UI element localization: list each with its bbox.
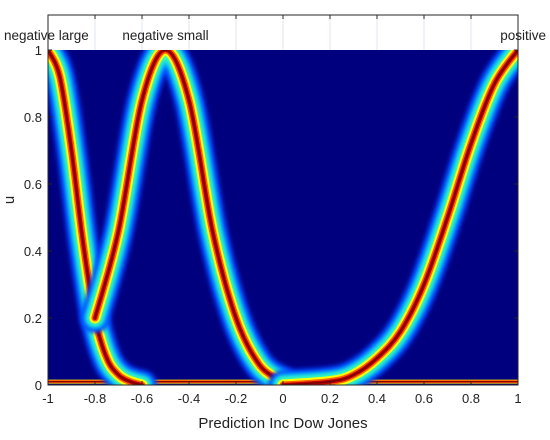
- axis-ticks: -1 -0.8 -0.6 -0.4 -0.2 0 0.2 0.4 0.6 0.8 1 0 0.2 0.4 0…: [24, 15, 522, 406]
- series-label: negative large: [4, 28, 89, 43]
- y-tick-label: 0.6: [24, 177, 42, 192]
- y-tick-label: 0.8: [24, 110, 42, 125]
- ridge-positive: [282, 50, 518, 385]
- x-tick-label: 0.8: [462, 391, 480, 406]
- y-tick-label: 1: [35, 43, 42, 58]
- x-tick-label: 0: [279, 391, 286, 406]
- heatmap-field: [48, 50, 518, 385]
- x-tick-label: -1: [42, 391, 54, 406]
- y-axis-label: u: [1, 196, 18, 204]
- x-tick-label: 0.2: [321, 391, 339, 406]
- x-tick-label: -0.6: [131, 391, 153, 406]
- x-tick-label: 0.4: [368, 391, 386, 406]
- series-label: negative small: [122, 28, 208, 43]
- y-tick-label: 0: [35, 378, 42, 393]
- x-tick-label: -0.2: [225, 391, 247, 406]
- x-tick-label: -0.4: [178, 391, 200, 406]
- ridge-negative-small: [94, 50, 284, 383]
- series-label: positive: [500, 28, 546, 43]
- x-axis-label: Prediction Inc Dow Jones: [198, 415, 367, 432]
- y-tick-label: 0.4: [24, 244, 42, 259]
- x-tick-label: 0.6: [415, 391, 433, 406]
- series-labels: negative large negative small positive: [4, 28, 546, 43]
- y-tick-label: 0.2: [24, 311, 42, 326]
- x-tick-label: -0.8: [84, 391, 106, 406]
- x-tick-label: 1: [514, 391, 521, 406]
